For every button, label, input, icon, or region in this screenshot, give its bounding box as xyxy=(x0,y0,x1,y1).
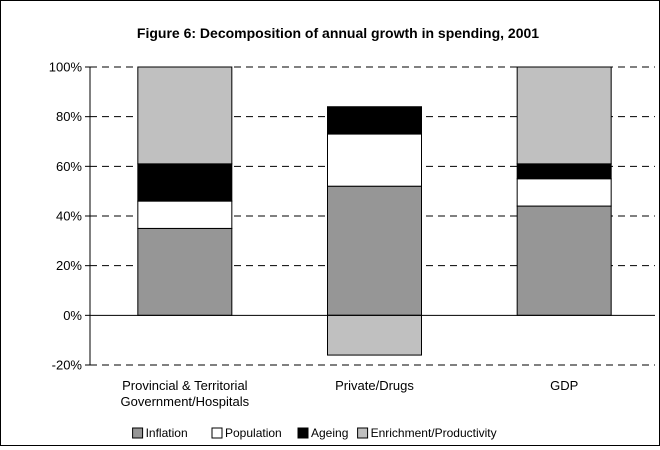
bar-segment-ageing xyxy=(516,163,612,180)
x-category-label: Government/Hospitals xyxy=(121,394,250,409)
legend-label: Population xyxy=(225,426,282,440)
legend-label: Inflation xyxy=(146,426,188,440)
bar-segment-enrichment-productivity xyxy=(137,66,233,165)
y-tick-label: 60% xyxy=(56,159,82,174)
bar-segment-ageing xyxy=(137,163,233,202)
x-category-label: Provincial & Territorial xyxy=(122,378,248,393)
y-tick-label: 100% xyxy=(49,60,83,75)
x-axis: Provincial & TerritorialGovernment/Hospi… xyxy=(90,314,655,409)
legend-label: Enrichment/Productivity xyxy=(371,426,497,440)
legend-item: Ageing xyxy=(297,426,348,440)
y-tick-label: 80% xyxy=(56,109,82,124)
legend-swatch xyxy=(132,427,144,439)
y-tick-label: -20% xyxy=(52,358,83,373)
y-tick-label: 0% xyxy=(63,308,82,323)
legend: Inflation Population Ageing Enrichment/Prod… xyxy=(132,426,497,440)
y-tick-label: 40% xyxy=(56,209,82,224)
bar-segment-population xyxy=(516,178,612,207)
y-axis: -20% 0% 20% 40% 60% 80% 100% xyxy=(49,60,91,373)
bar-segment-inflation xyxy=(137,227,233,316)
y-tick-label: 20% xyxy=(56,258,82,273)
bar-segment-inflation xyxy=(516,205,612,316)
bar-segment-enrichment-productivity xyxy=(327,314,422,356)
legend-item: Enrichment/Productivity xyxy=(357,426,497,440)
bar-segment-ageing xyxy=(327,106,422,135)
chart-title: Figure 6: Decomposition of annual growth… xyxy=(137,25,539,41)
bars xyxy=(137,66,612,356)
bar-segment-population xyxy=(327,133,422,187)
bar-segment-enrichment-productivity xyxy=(516,66,612,165)
legend-item: Population xyxy=(211,426,282,440)
legend-swatch xyxy=(297,427,309,439)
legend-label: Ageing xyxy=(311,426,348,440)
legend-item: Inflation xyxy=(132,426,188,440)
legend-swatch xyxy=(357,427,369,439)
x-category-label: GDP xyxy=(550,378,578,393)
bar-segment-population xyxy=(137,200,233,229)
legend-swatch xyxy=(211,427,223,439)
bar-segment-inflation xyxy=(327,185,422,316)
x-category-label: Private/Drugs xyxy=(335,378,414,393)
